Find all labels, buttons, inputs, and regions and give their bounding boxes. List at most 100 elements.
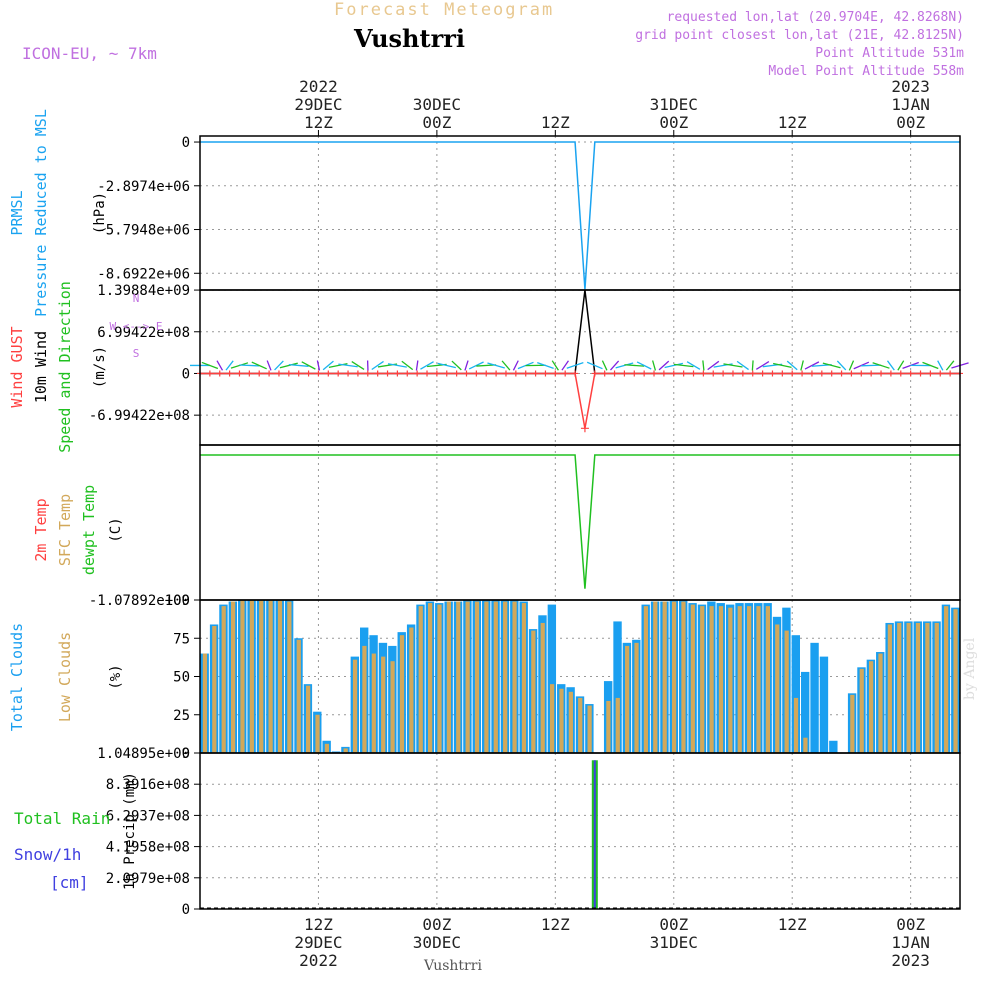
gust-marker [473,370,480,377]
gust-marker [710,370,717,377]
product-title: Forecast Meteogram [334,0,555,20]
cloud-low-bar [897,622,902,753]
cloud-low-bar [352,659,358,753]
gust-marker [641,370,648,377]
time-label-top: 2023 [891,77,930,96]
wind-arrow [652,360,657,371]
compass-south: S [133,347,140,360]
wind-arrow [886,360,895,371]
gust-marker [246,370,253,377]
cloud-low-bar [465,601,470,753]
wind-arrow [415,360,419,371]
gust-marker [236,370,243,377]
cloud-low-bar [503,601,508,753]
cloud-low-bar [756,606,761,753]
gust-marker [463,370,470,377]
time-label-top: 12Z [778,113,807,132]
wind-arrow [316,360,321,371]
model-altitude: Model Point Altitude 558m [768,64,964,79]
wind-arrow [609,360,620,371]
wind-arrow [624,364,645,367]
ylabel-dewpt-temp: dewpt Temp [80,485,98,575]
wind-arrow [658,360,670,371]
time-label-top: 00Z [659,113,688,132]
wind-arrow [772,362,792,369]
gust-marker [729,370,736,377]
cloud-total-bar [547,604,557,753]
gust-marker [315,370,322,377]
wind-arrow [861,364,882,367]
gust-marker [325,370,332,377]
wind-arrow [636,361,652,370]
wind-arrow [755,361,770,370]
cloud-low-bar [362,645,367,753]
cloud-low-bar [212,626,217,753]
gust-marker [601,370,608,377]
cloud-low-bar [221,606,226,753]
wind-arrow [279,362,298,369]
wind-arrow [822,362,841,369]
gust-marker [868,370,875,377]
gust-marker [848,370,855,377]
wind-arrow [673,363,694,368]
gust-marker [502,370,509,377]
cloud-low-bar [643,606,649,753]
y-tick-label: 25 [173,708,190,724]
unit-clouds: (%) [108,664,124,689]
cloud-low-bar [671,601,677,753]
label-total-rain: Total Rain [14,809,110,828]
y-tick-label: 8.3916e+08 [106,777,190,793]
ylabel-pressure: Pressure Reduced to MSL [32,109,50,317]
cloud-low-bar [306,685,311,753]
wind-arrow [328,362,348,368]
time-label-bottom: 12Z [778,915,807,934]
time-label-bottom: 30DEC [413,933,461,952]
wind-arrow [351,360,365,370]
gust-marker [660,370,667,377]
gust-marker [759,370,766,377]
cloud-low-bar [634,642,639,753]
cloud-low-bar [437,604,442,753]
cloud-low-bar [784,630,789,753]
cloud-low-bar [324,743,330,753]
cloud-low-bar [390,661,395,753]
cloud-low-bar [906,622,911,753]
gust-marker [552,370,559,377]
wind-arrow [512,360,519,371]
y-tick-label: 75 [173,631,190,647]
y-tick-label: 0 [182,902,190,918]
gust-marker [216,370,223,377]
gust-marker [394,370,401,377]
unit-temp: (C) [108,517,124,542]
cloud-low-bar [953,609,958,753]
gust-marker [414,370,421,377]
cloud-low-bar [249,600,254,753]
wind-arrow [601,360,608,371]
cloud-low-bar [371,653,376,753]
cloud-low-bar [925,622,930,753]
time-label-top: 1JAN [891,95,930,114]
wind-arrow [566,362,584,369]
gust-marker [937,370,944,377]
cloud-low-bar [709,606,714,753]
wind-arrow [615,362,634,369]
gust-marker [424,370,431,377]
y-tick-label: 50 [173,670,190,686]
ylabel-low-clouds: Low Clouds [56,632,74,722]
gust-marker [226,370,233,377]
gust-marker [295,370,302,377]
gust-marker [493,370,500,377]
cloud-low-bar [409,627,414,753]
cloud-low-bar [343,748,348,753]
cloud-low-bar [428,603,433,753]
point-altitude: Point Altitude 531m [815,46,964,61]
gust-marker [917,370,924,377]
y-tick-label: 6.99422e+08 [97,325,190,341]
time-label-top: 29DEC [294,95,342,114]
panel-frame [199,289,961,446]
cloud-low-bar [240,600,245,753]
cloud-low-bar [277,600,283,753]
cloud-low-bar [568,691,573,753]
cloud-total-bar [800,671,810,753]
time-label-bottom: 12Z [304,915,333,934]
